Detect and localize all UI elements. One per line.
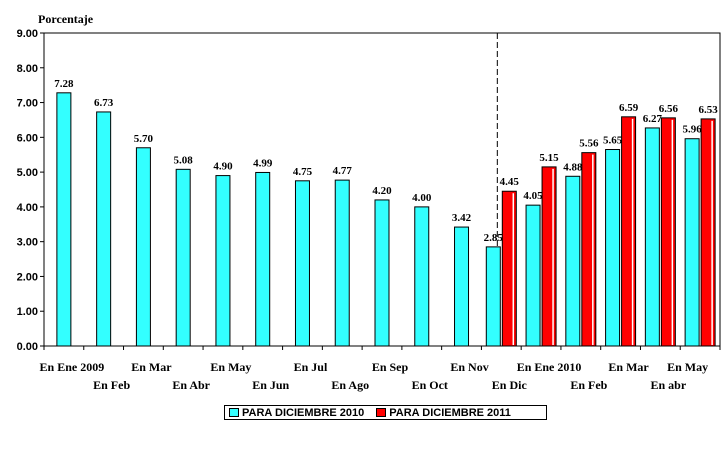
bar-2010 <box>684 138 700 347</box>
x-tick-label: En Nov <box>450 360 488 374</box>
data-label-2010: 4.75 <box>293 166 313 178</box>
bar-2010 <box>96 111 112 347</box>
y-tick-label: 9.00 <box>17 28 38 40</box>
plot-border <box>43 32 721 347</box>
bar-2011 <box>541 166 557 347</box>
data-label-2010: 3.42 <box>452 212 472 224</box>
bar-2010 <box>485 246 501 347</box>
y-tick-label: 4.00 <box>17 202 38 214</box>
bar-2010 <box>175 168 191 347</box>
data-label-2010: 4.88 <box>563 161 583 173</box>
bar-2010 <box>605 149 621 347</box>
data-label-2010: 5.96 <box>682 124 702 136</box>
x-tick-label: En Abr <box>172 378 210 392</box>
plot-area: 7.28 6.73 5.70 5.08 4.90 4.99 4.75 4.77 4.20 4.00… <box>54 33 718 347</box>
bar-2010 <box>414 206 430 347</box>
bar-2011 <box>700 118 716 347</box>
data-label-2010: 4.99 <box>253 157 273 169</box>
y-tick-label: 5.00 <box>17 167 38 179</box>
y-tick-label: 2.00 <box>17 271 38 283</box>
x-tick-label: En Feb <box>570 378 607 392</box>
data-label-2010: 7.28 <box>54 78 74 90</box>
y-tick-label: 6.00 <box>17 132 38 144</box>
data-label-2010: 4.20 <box>372 185 392 197</box>
data-label-2010: 5.65 <box>603 135 623 147</box>
bar-2010 <box>334 179 350 347</box>
bar-2010 <box>374 199 390 347</box>
data-label-2011: 5.56 <box>579 138 599 150</box>
y-axis: 0.00 1.00 2.00 3.00 4.00 5.00 6.00 7.00 8.00 9.00 <box>17 28 44 353</box>
bar-2011 <box>621 116 637 347</box>
legend-item-2010: PARA DICIEMBRE 2010 <box>229 407 364 419</box>
x-tick-label: En Feb <box>93 378 130 392</box>
data-label-2010: 2.85 <box>484 232 504 244</box>
bar-2011 <box>501 190 517 347</box>
legend: PARA DICIEMBRE 2010 PARA DICIEMBRE 2011 <box>224 405 547 420</box>
data-label-2011: 6.59 <box>619 102 639 114</box>
y-tick-label: 8.00 <box>17 63 38 75</box>
x-tick-label: En Dic <box>492 378 528 392</box>
data-label-2010: 5.08 <box>174 154 194 166</box>
x-tick-label: En May <box>210 360 251 374</box>
x-tick-label: En Oct <box>412 378 448 392</box>
data-label-2010: 4.90 <box>213 161 233 173</box>
data-label-2010: 6.27 <box>643 113 663 125</box>
x-tick-label: En Sep <box>372 360 409 374</box>
bar-2010 <box>135 147 151 347</box>
data-label-2010: 4.00 <box>412 192 432 204</box>
x-tick-label: En Jul <box>294 360 328 374</box>
x-tick-label: En abr <box>651 378 687 392</box>
y-tick-label: 3.00 <box>17 237 38 249</box>
bar-2011 <box>581 152 597 347</box>
x-tick-label: En Ene 2009 <box>40 360 105 374</box>
x-tick-label: En Mar <box>131 360 172 374</box>
bar-2010 <box>294 180 310 347</box>
bar-2011 <box>660 117 676 347</box>
bar-2010 <box>525 204 541 347</box>
legend-label-2011: PARA DICIEMBRE 2011 <box>389 406 511 419</box>
legend-swatch-2011 <box>376 408 387 417</box>
x-tick-label: En Jun <box>252 378 289 392</box>
x-tick-label: En Ene 2010 <box>517 360 582 374</box>
x-tick-label: En Mar <box>608 360 649 374</box>
y-tick-label: 0.00 <box>17 341 38 353</box>
data-label-2011: 5.15 <box>539 152 559 164</box>
bar-2010 <box>565 175 581 347</box>
legend-item-2011: PARA DICIEMBRE 2011 <box>376 407 511 419</box>
x-tick-label: En Ago <box>331 378 369 392</box>
data-label-2010: 6.73 <box>94 97 114 109</box>
data-label-2011: 6.53 <box>698 104 718 116</box>
bar-2010 <box>56 92 72 347</box>
bar-2010 <box>454 226 470 347</box>
data-label-2011: 4.45 <box>500 176 520 188</box>
legend-swatch-2010 <box>229 408 239 417</box>
x-tick-label: En May <box>667 360 708 374</box>
bar-2010 <box>215 175 231 347</box>
y-axis-title: Porcentaje <box>38 12 94 26</box>
data-label-2010: 4.77 <box>333 165 353 177</box>
y-tick-label: 7.00 <box>17 98 38 110</box>
bar-2010 <box>644 127 660 347</box>
data-label-2010: 4.05 <box>523 190 543 202</box>
y-tick-label: 1.00 <box>17 306 38 318</box>
legend-label-2010: PARA DICIEMBRE 2010 <box>242 406 365 419</box>
data-label-2010: 5.70 <box>134 133 154 145</box>
data-label-2011: 6.56 <box>659 103 679 115</box>
bar-2010 <box>255 171 271 347</box>
